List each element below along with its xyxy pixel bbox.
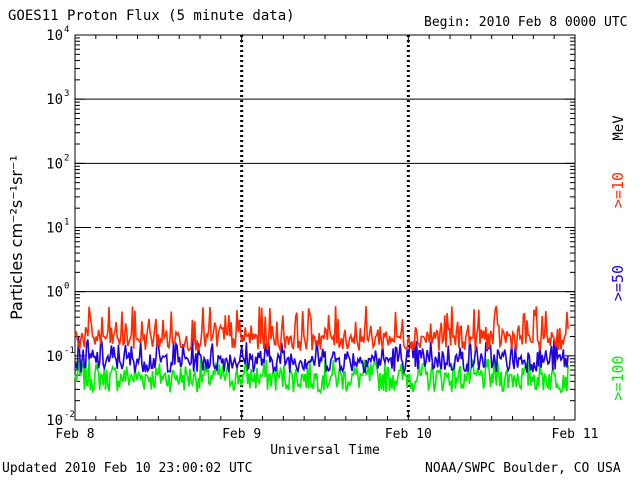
y-tick-label-exponent: -2 bbox=[64, 410, 75, 420]
x-axis-label: Universal Time bbox=[270, 443, 380, 458]
y-tick-label: 10 -2 bbox=[46, 410, 75, 429]
y-tick-label: 10 0 bbox=[46, 282, 69, 301]
begin-time: Begin: 2010 Feb 8 0000 UTC bbox=[424, 15, 628, 30]
x-tick-label: Feb 8 bbox=[55, 427, 94, 442]
y-tick-label-base: 10 bbox=[46, 28, 63, 44]
y-axis-label: Particles cm⁻²s⁻¹sr⁻¹ bbox=[7, 155, 26, 320]
chart-title: GOES11 Proton Flux (5 minute data) bbox=[8, 8, 295, 24]
y-tick-label: 10 2 bbox=[46, 153, 69, 172]
y-tick-label: 10 4 bbox=[46, 25, 69, 44]
series-line bbox=[74, 305, 569, 353]
x-tick-label: Feb 10 bbox=[385, 427, 432, 442]
x-tick-label: Feb 9 bbox=[222, 427, 261, 442]
y-tick-label: 10 1 bbox=[46, 218, 69, 237]
legend-item: >=50 bbox=[609, 265, 627, 301]
y-tick-label-base: 10 bbox=[46, 349, 63, 365]
y-tick-label-exponent: -1 bbox=[64, 346, 75, 356]
y-tick-label-exponent: 2 bbox=[64, 153, 69, 163]
y-tick-label-exponent: 4 bbox=[64, 25, 69, 35]
y-tick-label-base: 10 bbox=[46, 285, 63, 301]
series-line bbox=[74, 357, 569, 395]
legend-item: >=10 bbox=[609, 172, 627, 208]
y-tick-label: 10 -1 bbox=[46, 346, 75, 365]
y-tick-label-base: 10 bbox=[46, 221, 63, 237]
y-tick-label-exponent: 1 bbox=[64, 218, 69, 228]
footer-source: NOAA/SWPC Boulder, CO USA bbox=[425, 461, 621, 476]
legend-unit: MeV bbox=[611, 115, 627, 141]
y-tick-label: 10 3 bbox=[46, 89, 69, 108]
x-tick-label: Feb 11 bbox=[552, 427, 599, 442]
y-tick-label-exponent: 0 bbox=[64, 282, 69, 292]
y-tick-label-exponent: 3 bbox=[64, 89, 69, 99]
y-tick-label-base: 10 bbox=[46, 156, 63, 172]
y-tick-label-base: 10 bbox=[46, 413, 63, 429]
y-tick-label-base: 10 bbox=[46, 92, 63, 108]
legend-item: >=100 bbox=[609, 355, 627, 400]
footer-updated: Updated 2010 Feb 10 23:00:02 UTC bbox=[2, 461, 253, 476]
